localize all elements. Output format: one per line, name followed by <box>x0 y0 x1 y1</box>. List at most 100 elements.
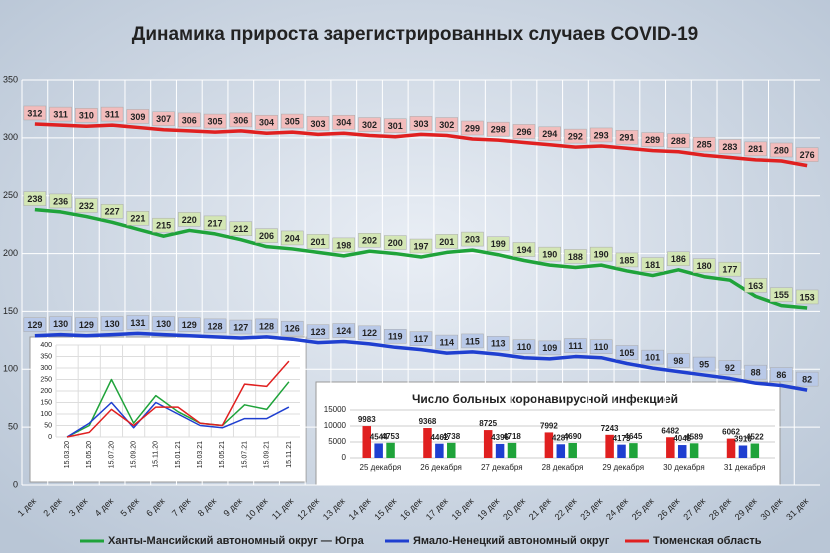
value-label-bg <box>667 251 690 267</box>
series-line <box>34 122 808 168</box>
value-label: 288 <box>671 136 686 146</box>
y-tick-label: 50 <box>8 422 18 432</box>
x-tick-label: 30 декабря <box>663 463 705 472</box>
value-label-bg <box>332 237 356 253</box>
value-label: 130 <box>105 319 120 329</box>
value-label: 8725 <box>479 419 497 428</box>
value-label-bg <box>486 236 510 251</box>
value-label-bg <box>795 289 819 305</box>
y-tick-label: 100 <box>3 364 18 374</box>
value-label-bg <box>100 106 124 122</box>
value-label: 163 <box>748 281 763 291</box>
value-label: 92 <box>725 363 735 373</box>
value-label: 311 <box>105 110 120 120</box>
value-label-bg <box>152 111 175 127</box>
value-label: 109 <box>542 343 557 353</box>
value-label-bg <box>770 367 793 382</box>
value-label-bg <box>23 191 47 206</box>
bar <box>447 442 456 458</box>
value-label: 180 <box>697 261 712 271</box>
value-label-bg <box>744 141 767 157</box>
x-tick-label: 15.07.20 <box>108 441 115 468</box>
value-label: 4173 <box>613 434 631 443</box>
value-label-bg <box>358 117 381 132</box>
x-tick-label: 28 декабря <box>542 463 584 472</box>
legend-label: Тюменская область <box>653 535 762 547</box>
value-label-bg <box>461 120 484 136</box>
value-label-bg <box>641 132 664 147</box>
value-label: 238 <box>27 194 42 204</box>
value-label-bg <box>306 324 330 339</box>
value-label: 117 <box>414 334 429 344</box>
x-tick-label: 27 декабря <box>481 463 523 472</box>
value-label-bg <box>23 105 47 121</box>
value-label-bg <box>229 319 253 335</box>
value-label-bg <box>718 139 742 154</box>
value-label: 110 <box>517 342 532 352</box>
value-label-bg <box>461 333 484 349</box>
value-label-bg <box>667 133 690 148</box>
value-label: 281 <box>748 144 763 154</box>
bar <box>423 428 432 458</box>
value-label: 202 <box>362 236 377 246</box>
value-label-bg <box>229 221 253 236</box>
value-label: 186 <box>671 254 686 264</box>
y-tick-label: 100 <box>40 411 52 418</box>
value-label: 4522 <box>746 433 764 442</box>
y-tick-label: 250 <box>3 190 18 200</box>
value-label: 88 <box>751 368 761 378</box>
value-label-bg <box>718 261 742 277</box>
value-label: 197 <box>413 241 428 251</box>
value-label-bg <box>332 323 356 338</box>
value-label: 236 <box>53 196 68 206</box>
value-label: 221 <box>130 214 145 224</box>
value-label: 304 <box>259 118 274 128</box>
value-label-bg <box>564 249 587 264</box>
value-label: 4718 <box>503 432 521 441</box>
value-label: 122 <box>362 328 377 338</box>
value-label-bg <box>692 356 716 372</box>
value-label: 86 <box>776 370 786 380</box>
y-tick-label: 10000 <box>324 421 347 430</box>
value-label-bg <box>255 228 278 243</box>
value-label: 111 <box>568 341 582 351</box>
value-label: 194 <box>516 245 531 255</box>
value-label: 115 <box>465 336 480 346</box>
value-label-bg <box>461 231 484 247</box>
value-label-bg <box>229 112 253 128</box>
value-label-bg <box>795 371 819 387</box>
value-label: 185 <box>619 255 634 265</box>
value-label: 200 <box>388 238 403 248</box>
value-label-bg <box>435 117 458 132</box>
value-label: 130 <box>156 319 171 329</box>
value-label-bg <box>538 126 561 142</box>
bar <box>666 437 675 458</box>
value-label: 306 <box>233 115 248 125</box>
value-label: 280 <box>774 145 789 155</box>
value-label-bg <box>409 116 433 131</box>
series-line <box>34 331 808 392</box>
value-label: 190 <box>542 250 557 260</box>
y-tick-label: 0 <box>48 434 52 441</box>
bar <box>362 426 372 458</box>
value-label-bg <box>152 316 175 331</box>
value-label: 105 <box>619 348 634 358</box>
value-label-bg <box>203 215 227 231</box>
value-label: 98 <box>673 356 683 366</box>
y-tick-label: 50 <box>44 422 52 429</box>
value-label: 4690 <box>564 432 582 441</box>
value-label: 128 <box>259 321 274 331</box>
value-label-bg <box>384 235 407 250</box>
value-label: 129 <box>182 320 197 330</box>
bar <box>386 442 395 458</box>
value-label: 204 <box>285 233 300 243</box>
value-label: 4048 <box>673 434 691 443</box>
inset-title: Число больных коронавирусной инфекцией <box>412 392 678 406</box>
value-label: 113 <box>491 339 506 349</box>
value-label: 4753 <box>382 432 400 441</box>
x-tick-label: 15.05.21 <box>219 441 226 468</box>
value-label-bg <box>538 340 561 356</box>
y-tick-label: 200 <box>40 388 52 395</box>
